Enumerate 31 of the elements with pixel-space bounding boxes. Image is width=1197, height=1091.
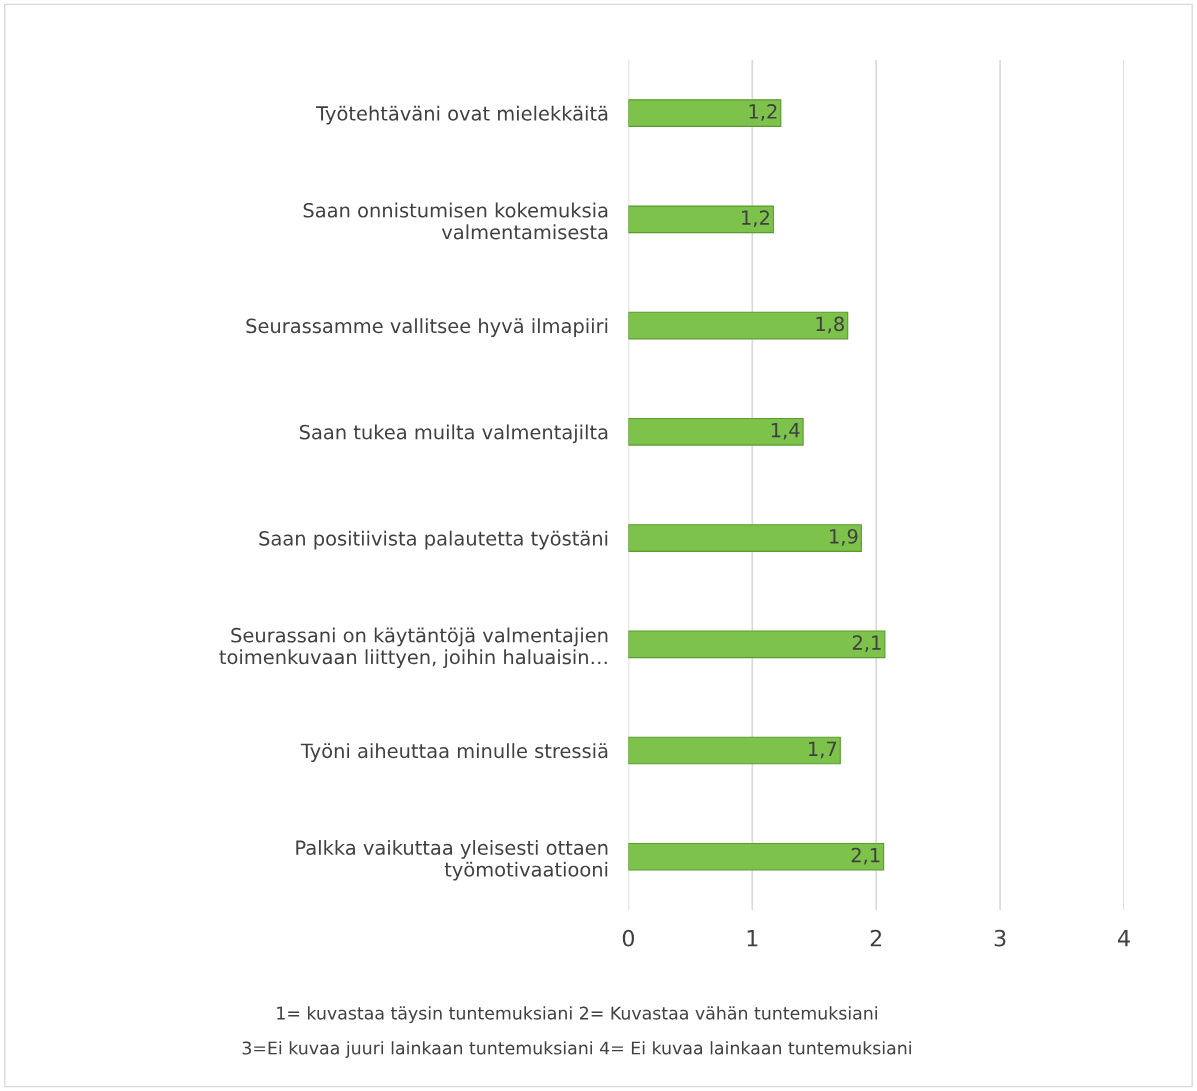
data-label: 1,2 xyxy=(742,210,769,227)
x-tick-label: 4 xyxy=(1118,930,1130,947)
bar xyxy=(628,205,774,234)
data-label: 1,9 xyxy=(830,529,858,546)
data-label: 1,8 xyxy=(816,316,844,334)
bar xyxy=(628,311,849,340)
x-tick-label: 1 xyxy=(747,930,758,947)
bar xyxy=(628,417,804,446)
data-label: 1,4 xyxy=(771,423,800,440)
y-tick-label: Saan tukea muilta valmentajilta xyxy=(299,424,608,444)
bar xyxy=(628,842,885,871)
x-tick-label: 0 xyxy=(622,929,635,947)
data-label: 1,2 xyxy=(749,104,777,121)
text: 1= kuvastaa täysin tuntemuksiani 2= Kuvastaa vähän tuntemuksiani xyxy=(277,1006,877,1024)
x-tick-label: 2 xyxy=(870,929,882,947)
y-tick-label: Saan positiivista palautetta työstäni xyxy=(259,530,608,550)
y-tick-label: Palkka vaikuttaa yleisesti ottaen työmotivaatiooni xyxy=(296,839,608,881)
y-tick-label: Työni aiheuttaa minulle stressiä xyxy=(300,743,608,762)
data-label: 2,1 xyxy=(851,847,880,865)
bar xyxy=(628,99,782,127)
y-tick-label: Seurassani on käytäntöjä valmentajien toimenkuvaan liittyen, joihin haluaisin… xyxy=(219,627,608,669)
y-tick-label: Työtehtäväni ovat mielekkäitä xyxy=(316,105,608,125)
x-tick-label: 3 xyxy=(994,929,1006,947)
bar xyxy=(628,630,886,659)
bar xyxy=(628,524,862,552)
data-label: 1,7 xyxy=(809,741,837,759)
y-tick-label: Saan onnistumisen kokemuksia valmentamisesta xyxy=(303,202,608,240)
y-tick-label: Seurassamme vallitsee hyvä ilmapiiri xyxy=(246,318,608,338)
data-label: 2,1 xyxy=(852,635,881,652)
bar xyxy=(628,736,841,765)
text: 3=Ei kuvaa juuri lainkaan tuntemuksiani 4= Ei kuvaa lainkaan tuntemuksiani xyxy=(242,1041,911,1058)
